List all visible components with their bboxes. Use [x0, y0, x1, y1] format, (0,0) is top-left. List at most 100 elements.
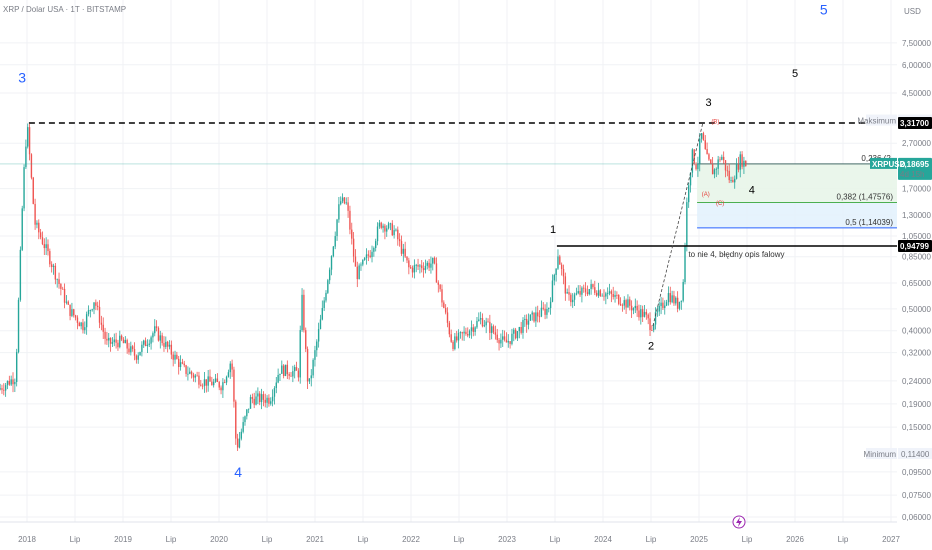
currency-label: USD [904, 7, 921, 16]
candle-body [605, 293, 607, 297]
candle-body [503, 336, 506, 340]
x-tick-label: Lip [838, 535, 849, 544]
candle-body [686, 202, 688, 247]
candle-body [233, 369, 235, 402]
candle-body [187, 373, 189, 375]
candle-body [395, 229, 397, 231]
candle-body [546, 309, 548, 315]
wave-label: (B) [711, 120, 719, 126]
candle-body [693, 149, 695, 164]
candle-body [224, 382, 226, 383]
candle-body [25, 146, 27, 168]
candle-body [323, 300, 325, 308]
candle-body [220, 387, 222, 391]
candle-body [389, 223, 392, 225]
candle-body [444, 307, 447, 313]
candle-body [592, 284, 594, 288]
candle-body [386, 228, 388, 232]
candle-body [553, 274, 555, 281]
candle-body [562, 268, 565, 277]
candle-body [478, 319, 480, 321]
candle-body [257, 393, 259, 397]
candle-body [680, 300, 683, 302]
candle-body [535, 312, 537, 322]
candle-body [179, 362, 182, 368]
time-axis[interactable]: 2018 Lip 2019 Lip 2020 Lip 2021 Lip 2022 Lip 2023 L… [18, 535, 900, 544]
candle-body [185, 365, 187, 374]
candle-body [671, 295, 673, 303]
candle-body [15, 352, 18, 382]
candle-body [610, 291, 613, 295]
candle-body [334, 236, 336, 247]
candle-body [176, 354, 178, 359]
price-axis-bg[interactable] [897, 0, 932, 522]
wave-label: (C) [716, 201, 724, 207]
candle-body [45, 244, 47, 249]
candle-body [520, 327, 522, 333]
candle-body [28, 127, 31, 155]
candle-body [608, 291, 611, 294]
fib-retracement: 0,236 (2,0,382 (1,47576)0,5 (1,14039) [697, 154, 897, 229]
candle-body [516, 331, 519, 339]
candle-body [371, 251, 373, 257]
candle-body [555, 268, 557, 275]
range-label-box [866, 448, 897, 460]
candle-body [85, 314, 88, 328]
candle-body [325, 292, 327, 301]
candle-body [155, 326, 158, 329]
candle-body [218, 381, 220, 388]
price-axis[interactable]: 7,50000 6,00000 4,50000 2,70000 1,70000 1,300… [857, 39, 932, 522]
candle-body [448, 322, 451, 335]
candle-body [189, 371, 191, 374]
x-tick-label: 2023 [498, 535, 516, 544]
candle-body [314, 350, 316, 360]
candle-body [461, 332, 463, 334]
candle-body [71, 309, 73, 316]
candle-body [106, 338, 108, 341]
symbol-tag: XRPUSD [872, 160, 906, 169]
candle-body [481, 318, 484, 327]
symbol-tag-box [870, 157, 897, 169]
candle-body [65, 301, 68, 303]
candle-body [559, 256, 561, 265]
candle-body [424, 265, 427, 271]
candle-body [137, 355, 139, 360]
candle-body [380, 222, 382, 228]
candle-body [3, 389, 5, 391]
candle-body [509, 341, 511, 344]
x-tick-label: Lip [742, 535, 753, 544]
candle-body [575, 293, 578, 295]
candle-body [400, 241, 403, 254]
time-axis-bg[interactable] [0, 522, 932, 550]
candle-body [474, 327, 476, 332]
candle-body [352, 238, 355, 257]
candle-body [249, 397, 252, 409]
candle-body [505, 339, 508, 343]
candle-body [391, 223, 393, 236]
price-marker-label: 2,18695 [900, 160, 929, 169]
candle-body [722, 156, 725, 161]
lightning-icon[interactable] [732, 515, 746, 529]
candle-body [636, 305, 638, 311]
candle-body [178, 358, 180, 368]
candle-body [225, 376, 228, 383]
y-tick-label: 4,50000 [902, 89, 931, 98]
candle-body [73, 309, 75, 316]
candle-body [150, 337, 152, 344]
candle-body [89, 310, 92, 312]
candle-body [95, 302, 97, 306]
candle-body [397, 229, 399, 240]
candle-body [236, 438, 239, 448]
candle-body [166, 341, 169, 347]
candle-body [292, 371, 294, 377]
candle-body [522, 320, 524, 333]
candle-body [165, 341, 167, 347]
candle-body [511, 333, 513, 344]
candle-body [498, 340, 500, 344]
candle-body [161, 335, 163, 344]
candle-body [130, 346, 132, 353]
candle-body [43, 244, 46, 249]
candle-body [415, 264, 417, 266]
candle-body [192, 374, 195, 378]
